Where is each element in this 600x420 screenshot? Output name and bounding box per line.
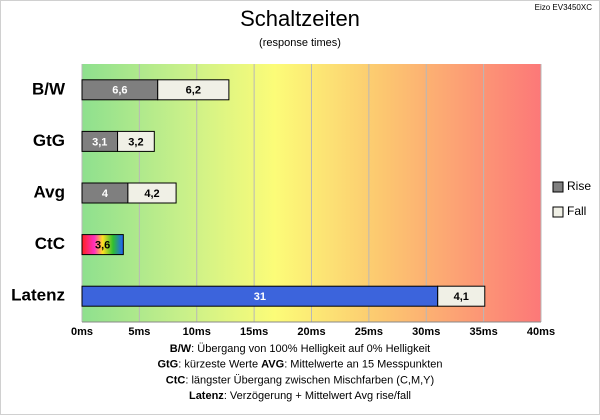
x-tick-label: 25ms xyxy=(355,326,383,338)
x-tick-label: 5ms xyxy=(128,326,150,338)
x-tick-label: 20ms xyxy=(297,326,325,338)
bar-value-label: 4 xyxy=(102,188,109,200)
corner-label: Eizo EV3450XC xyxy=(535,3,593,12)
note-text: : längster Übergang zwischen Mischfarben… xyxy=(185,374,434,386)
note-text: : Verzögerung + Mittelwert Avg rise/fall xyxy=(224,390,411,402)
bar-value-label: 4,1 xyxy=(454,291,469,303)
bar-segment xyxy=(157,79,230,101)
note-label: GtG xyxy=(157,359,178,371)
y-tick-label: Latenz xyxy=(11,286,65,305)
bar-value-label: 3,6 xyxy=(95,240,110,252)
bar-value-label: 3,2 xyxy=(128,136,143,148)
chart-subtitle: (response times) xyxy=(259,37,341,49)
y-tick-label: CtC xyxy=(35,234,65,253)
note-text: : Übergang von 100% Helligkeit auf 0% He… xyxy=(191,343,430,355)
x-tick-label: 15ms xyxy=(240,326,268,338)
bar-segment xyxy=(81,234,124,256)
note-label: Latenz xyxy=(189,390,224,402)
note-label: AVG xyxy=(261,359,284,371)
note: Latenz: Verzögerung + Mittelwert Avg ris… xyxy=(189,390,411,402)
legend-swatch xyxy=(552,181,564,193)
note-text: : kürzeste Werte xyxy=(178,359,261,371)
x-tick-label: 40ms xyxy=(527,326,555,338)
legend-label: Rise xyxy=(567,179,591,193)
x-tick-label: 35ms xyxy=(470,326,498,338)
bar-value-label: 6,6 xyxy=(112,85,127,97)
bar-value-label: 3,1 xyxy=(92,136,107,148)
note-label: B/W xyxy=(170,343,192,355)
bar-value-label: 6,2 xyxy=(186,85,201,97)
bar-segment xyxy=(437,285,486,307)
y-tick-label: GtG xyxy=(33,131,65,150)
legend-label: Fall xyxy=(567,204,586,218)
x-tick-label: 0ms xyxy=(71,326,93,338)
legend-swatch xyxy=(552,206,564,218)
y-tick-label: B/W xyxy=(32,79,66,98)
x-tick-label: 30ms xyxy=(412,326,440,338)
note-label: CtC xyxy=(166,374,186,386)
note-text: : Mittelwerte an 15 Messpunkten xyxy=(284,359,442,371)
bar-value-label: 4,2 xyxy=(144,188,159,200)
y-tick-label: Avg xyxy=(34,182,66,201)
bar-segment xyxy=(127,182,177,204)
bar-value-label: 31 xyxy=(254,291,266,303)
note: CtC: längster Übergang zwischen Mischfar… xyxy=(166,374,434,386)
x-tick-label: 10ms xyxy=(183,326,211,338)
note: GtG: kürzeste Werte AVG: Mittelwerte an … xyxy=(157,359,442,371)
chart-title: Schaltzeiten xyxy=(240,6,360,31)
bar-segment xyxy=(117,130,155,152)
note: B/W: Übergang von 100% Helligkeit auf 0%… xyxy=(170,343,430,355)
